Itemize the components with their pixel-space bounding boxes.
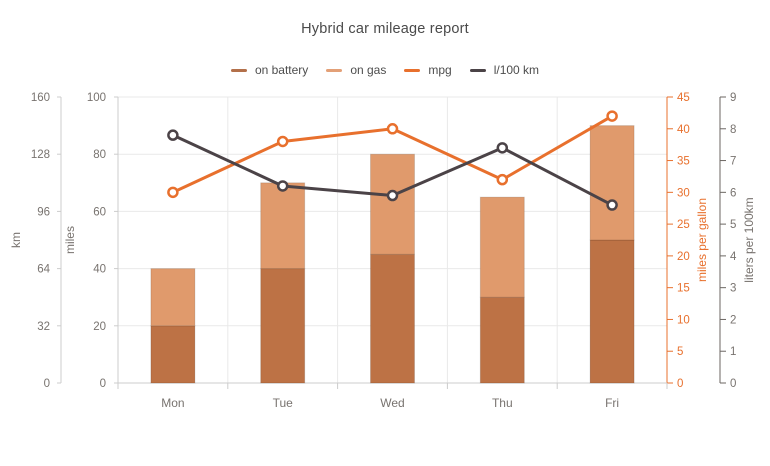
l100km-axis-title: liters per 100km	[742, 197, 756, 282]
l100km-tick-label: 1	[730, 346, 736, 358]
miles-tick-label: 60	[93, 206, 106, 218]
point-mpg-tue[interactable]	[276, 135, 289, 148]
bar-on-battery-tue[interactable]	[260, 268, 306, 384]
mpg-tick-label: 25	[677, 219, 690, 231]
l100km-tick-label: 3	[730, 283, 736, 295]
point-mpg-thu[interactable]	[496, 173, 509, 186]
miles-axis-title: miles	[63, 226, 77, 254]
point-l-100-km-wed[interactable]	[386, 189, 399, 202]
km-tick-label: 160	[31, 92, 50, 104]
km-tick-label: 32	[37, 321, 50, 333]
mpg-tick-label: 5	[677, 346, 683, 358]
miles-tick-label: 80	[93, 149, 106, 161]
point-l-100-km-fri[interactable]	[606, 199, 618, 211]
legend-item-on-gas[interactable]: on gas	[326, 63, 386, 77]
l100km-tick-label: 5	[730, 219, 736, 231]
mpg-tick-label: 10	[677, 314, 690, 326]
x-category-label: Thu	[492, 396, 513, 410]
km-tick-label: 0	[44, 378, 50, 390]
chart-title: Hybrid car mileage report	[301, 21, 469, 37]
legend-label: mpg	[428, 63, 452, 77]
legend-label: on gas	[350, 63, 387, 77]
bar-on-gas-tue[interactable]	[260, 182, 306, 270]
point-l-100-km-mon[interactable]	[167, 129, 179, 141]
point-l-100-km-thu[interactable]	[496, 142, 509, 154]
mpg-tick-label: 0	[677, 378, 683, 390]
bar-on-gas-fri[interactable]	[589, 125, 635, 241]
legend-label: l/100 km	[493, 63, 540, 77]
x-category-label: Wed	[380, 396, 404, 410]
point-mpg-mon[interactable]	[167, 186, 179, 199]
km-tick-label: 96	[37, 206, 50, 218]
legend-marker-icon	[469, 68, 486, 72]
miles-tick-label: 40	[93, 264, 106, 276]
mpg-tick-label: 40	[677, 124, 690, 136]
bar-on-gas-wed[interactable]	[370, 153, 415, 255]
mpg-axis-title: miles per gallon	[695, 198, 709, 282]
bar-on-battery-wed[interactable]	[370, 253, 415, 384]
mpg-tick-label: 45	[677, 92, 690, 104]
l100km-tick-label: 8	[730, 124, 736, 136]
l100km-tick-label: 7	[730, 156, 736, 168]
miles-tick-label: 0	[100, 378, 106, 390]
km-axis-title: km	[9, 232, 23, 248]
l100km-tick-label: 6	[730, 187, 736, 199]
bar-on-battery-fri[interactable]	[589, 239, 635, 384]
l100km-tick-label: 0	[730, 378, 736, 390]
l100km-tick-label: 4	[730, 251, 737, 263]
mpg-tick-label: 20	[677, 251, 690, 263]
x-category-label: Mon	[161, 396, 184, 410]
bar-on-gas-mon[interactable]	[150, 268, 196, 327]
l100km-tick-label: 9	[730, 92, 736, 104]
mpg-tick-label: 35	[677, 156, 690, 168]
l100km-tick-label: 2	[730, 314, 736, 326]
legend-marker-icon	[230, 68, 247, 72]
point-l-100-km-tue[interactable]	[276, 180, 289, 192]
km-tick-label: 64	[37, 264, 50, 276]
legend-marker-icon	[326, 68, 343, 72]
x-category-label: Fri	[605, 396, 619, 410]
bar-on-battery-thu[interactable]	[479, 296, 525, 384]
legend-item-on-battery[interactable]: on battery	[230, 63, 309, 77]
legend-item-mpg[interactable]: mpg	[404, 63, 452, 77]
bar-on-gas-thu[interactable]	[479, 196, 525, 298]
bar-on-battery-mon[interactable]	[150, 325, 196, 384]
legend: on battery on gas mpg l/100 km	[0, 63, 770, 77]
x-category-label: Tue	[273, 396, 294, 410]
mpg-tick-label: 15	[677, 283, 690, 295]
legend-item-l-100-km[interactable]: l/100 km	[469, 63, 540, 77]
point-mpg-fri[interactable]	[606, 110, 618, 122]
legend-marker-icon	[404, 68, 421, 72]
km-tick-label: 128	[31, 149, 50, 161]
miles-tick-label: 20	[93, 321, 106, 333]
point-mpg-wed[interactable]	[386, 123, 399, 135]
legend-label: on battery	[254, 63, 309, 77]
miles-tick-label: 100	[87, 92, 106, 104]
mpg-tick-label: 30	[677, 187, 690, 199]
